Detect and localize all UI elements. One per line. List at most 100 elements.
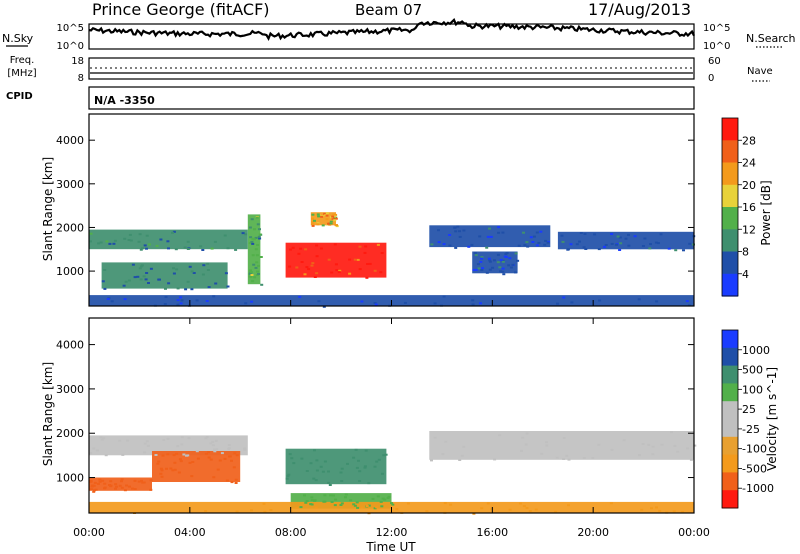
scatter-speckle xyxy=(177,471,181,474)
scatter-speckle xyxy=(554,510,558,513)
colorbar-tick-label: 4 xyxy=(742,268,749,281)
scatter-speckle xyxy=(253,276,257,279)
scatter-speckle xyxy=(103,287,107,290)
scatter-speckle xyxy=(624,237,628,240)
scatter-speckle xyxy=(311,224,315,227)
scatter-speckle xyxy=(120,478,124,481)
scatter-speckle xyxy=(682,249,685,252)
scatter-speckle xyxy=(176,299,180,302)
scatter-speckle xyxy=(299,247,303,250)
scatter-speckle xyxy=(133,479,137,482)
scatter-speckle xyxy=(206,269,210,271)
scatter-speckle xyxy=(325,218,329,221)
scatter-speckle xyxy=(313,499,317,502)
scatter-speckle xyxy=(614,243,618,246)
scatter-speckle xyxy=(344,493,348,496)
scatter-speckle xyxy=(650,507,653,510)
cpid-strip: CPID N/A -3350 xyxy=(6,86,695,110)
scatter-speckle xyxy=(213,448,216,451)
scatter-speckle xyxy=(648,247,652,250)
colorbar-swatch xyxy=(722,118,738,141)
scatter-speckle xyxy=(248,226,252,229)
scatter-speckle xyxy=(486,235,490,238)
scatter-speckle xyxy=(254,266,258,269)
scatter-speckle xyxy=(462,445,466,448)
scatter-speckle xyxy=(381,497,385,500)
scatter-speckle xyxy=(288,265,292,268)
scatter-speckle xyxy=(317,215,321,218)
scatter-region xyxy=(429,431,694,460)
scatter-speckle xyxy=(673,444,677,447)
scatter-speckle xyxy=(207,456,211,459)
x-tick-label: 16:00 xyxy=(476,526,508,539)
x-tick-label: 08:00 xyxy=(275,526,307,539)
scatter-speckle xyxy=(485,271,489,274)
scatter-speckle xyxy=(258,237,262,240)
power-heatmap xyxy=(89,212,696,308)
scatter-speckle xyxy=(258,233,262,236)
scatter-speckle xyxy=(329,222,333,225)
scatter-speckle xyxy=(352,456,356,459)
scatter-speckle xyxy=(120,486,124,489)
scatter-speckle xyxy=(498,434,502,437)
scatter-speckle xyxy=(167,247,170,250)
scatter-speckle xyxy=(109,485,113,488)
y-tick-label: 4000 xyxy=(56,339,84,352)
scatter-speckle xyxy=(303,494,306,497)
scatter-speckle xyxy=(157,460,161,463)
scatter-speckle xyxy=(651,453,655,456)
scatter-speckle xyxy=(309,462,313,465)
scatter-speckle xyxy=(201,273,205,276)
scatter-speckle xyxy=(478,235,482,238)
scatter-speckle xyxy=(140,264,144,267)
scatter-speckle xyxy=(204,510,208,512)
scatter-speckle xyxy=(314,479,318,482)
colorbar-swatch xyxy=(722,454,738,473)
scatter-speckle xyxy=(166,453,170,456)
scatter-speckle xyxy=(207,451,211,454)
scatter-speckle xyxy=(186,454,190,457)
scatter-speckle xyxy=(97,242,101,245)
colorbar-swatch xyxy=(722,207,738,230)
scatter-speckle xyxy=(298,295,302,298)
scatter-speckle xyxy=(121,453,125,456)
scatter-speckle xyxy=(508,508,512,511)
scatter-speckle xyxy=(90,485,94,488)
scatter-speckle xyxy=(249,275,253,278)
scatter-speckle xyxy=(250,509,253,512)
scatter-speckle xyxy=(319,247,323,250)
scatter-speckle xyxy=(226,285,230,288)
scatter-speckle xyxy=(204,452,208,455)
scatter-speckle xyxy=(454,230,458,233)
scatter-speckle xyxy=(187,437,191,440)
scatter-speckle xyxy=(173,468,177,471)
colorbar-swatch xyxy=(722,347,738,367)
scatter-speckle xyxy=(379,271,383,274)
scatter-speckle xyxy=(676,450,680,453)
scatter-speckle xyxy=(391,503,395,506)
scatter-speckle xyxy=(425,510,429,513)
scatter-speckle xyxy=(213,240,217,243)
scatter-speckle xyxy=(249,269,252,272)
scatter-speckle xyxy=(597,248,601,251)
scatter-region xyxy=(152,451,241,482)
scatter-speckle xyxy=(453,226,457,229)
scatter-speckle xyxy=(540,452,544,455)
scatter-speckle xyxy=(654,241,658,244)
scatter-speckle xyxy=(375,506,379,509)
scatter-speckle xyxy=(93,489,96,492)
scatter-speckle xyxy=(334,216,338,219)
scatter-speckle xyxy=(582,457,586,459)
scatter-speckle xyxy=(332,213,336,216)
colorbar-tick-label: -1000 xyxy=(742,482,774,495)
scatter-speckle xyxy=(561,240,565,243)
scatter-speckle xyxy=(305,470,309,472)
freq-tick-top: 18 xyxy=(71,56,84,67)
scatter-speckle xyxy=(129,239,133,242)
scatter-speckle xyxy=(300,457,304,460)
scatter-speckle xyxy=(251,237,255,240)
scatter-speckle xyxy=(472,512,476,515)
scatter-speckle xyxy=(321,470,325,473)
scatter-speckle xyxy=(214,439,218,442)
scatter-speckle xyxy=(659,233,663,236)
